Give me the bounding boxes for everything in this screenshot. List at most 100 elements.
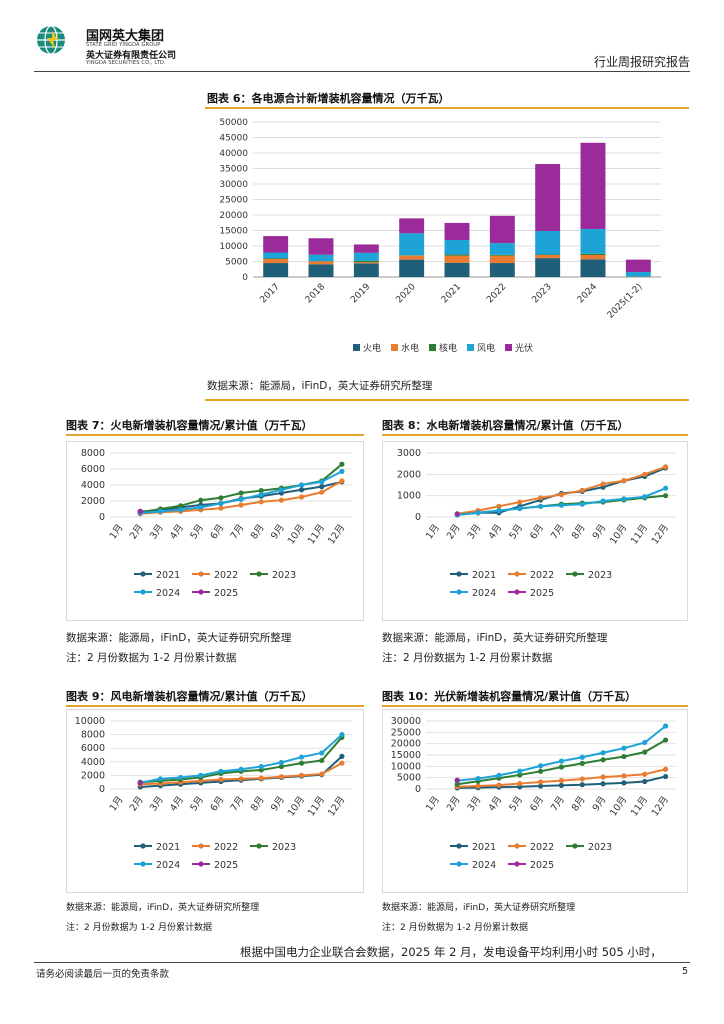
legend-marker-2022 — [198, 843, 204, 849]
point-2024 — [198, 772, 204, 778]
bar-水电-2017 — [263, 259, 289, 264]
legend-label: 2022 — [530, 570, 554, 581]
page-number: 5 — [681, 966, 688, 977]
point-2021 — [579, 782, 585, 788]
legend-label: 核电 — [439, 342, 457, 354]
point-2024 — [537, 763, 544, 769]
y-tick-label: 30000 — [219, 180, 248, 190]
point-2024 — [278, 487, 285, 493]
figure6-title: 图表 6：各电源合计新增装机容量情况（万千瓦） — [207, 92, 450, 105]
point-2023 — [558, 764, 565, 770]
point-2022 — [238, 776, 244, 782]
figure6-source: 数据来源：能源局，iFinD，英大证券研究所整理 — [207, 380, 433, 392]
bar-核电-2019 — [353, 260, 379, 263]
y-tick-label: 20000 — [391, 739, 421, 750]
point-2024 — [517, 768, 523, 774]
bar-光伏-2020 — [399, 218, 425, 234]
y-tick-label: 50000 — [219, 118, 248, 128]
point-2023 — [218, 495, 224, 501]
legend-label: 水电 — [401, 342, 419, 354]
legend-label: 2022 — [530, 842, 554, 853]
footer-disclaimer: 请务必阅读最后一页的免责条款 — [36, 969, 170, 980]
legend-label: 火电 — [363, 342, 381, 354]
point-2021 — [319, 484, 325, 490]
y-tick-label: 35000 — [219, 165, 248, 175]
point-2022 — [558, 778, 565, 784]
legend-marker-2024 — [456, 589, 462, 595]
bar-火电-2022 — [489, 263, 515, 277]
legend-marker-2021 — [140, 571, 146, 577]
bar-光伏-2023 — [535, 164, 561, 231]
point-2023 — [258, 488, 264, 494]
footer-rule — [34, 962, 690, 963]
legend-marker-2024 — [140, 861, 146, 867]
point-2024 — [198, 504, 204, 510]
y-tick-label: 6000 — [81, 464, 105, 475]
legend-label: 2022 — [214, 842, 238, 853]
y-tick-label: 4000 — [81, 757, 105, 768]
figure6-source-rule — [205, 399, 689, 401]
legend-label: 2024 — [156, 588, 180, 599]
point-2022 — [662, 464, 669, 470]
point-2024 — [662, 723, 669, 729]
bar-光伏-2019 — [353, 244, 379, 253]
figure10-title: 图表 10：光伏新增装机容量情况/累计值（万千瓦） — [382, 690, 637, 703]
point-2021 — [558, 782, 565, 788]
legend-marker-2021 — [456, 843, 462, 849]
point-2025 — [454, 511, 460, 517]
point-2024 — [600, 498, 606, 504]
legend-label: 2024 — [472, 588, 496, 599]
figure9-title: 图表 9：风电新增装机容量情况/累计值（万千瓦） — [66, 690, 313, 703]
bar-风电-2019 — [353, 252, 379, 261]
point-2022 — [298, 494, 305, 500]
point-2021 — [600, 781, 606, 787]
point-2024 — [621, 496, 627, 502]
y-tick-label: 8000 — [81, 448, 105, 459]
legend-marker-2023 — [256, 571, 262, 577]
point-2022 — [496, 503, 502, 509]
bar-火电-2017 — [263, 263, 289, 277]
y-tick-label: 5000 — [225, 258, 248, 268]
point-2023 — [579, 760, 585, 766]
bar-水电-2021 — [444, 255, 470, 263]
legend-label: 2023 — [588, 842, 612, 853]
point-2024 — [579, 501, 585, 507]
legend-label: 2021 — [156, 842, 180, 853]
legend-swatch-风电 — [467, 344, 474, 351]
legend-marker-2022 — [198, 571, 204, 577]
chart-frame — [66, 709, 364, 893]
point-2023 — [642, 749, 648, 755]
y-tick-label: 8000 — [81, 730, 105, 741]
legend-label: 2023 — [272, 570, 296, 581]
point-2022 — [218, 505, 224, 511]
figure8-note: 注：2 月份数据为 1-2 月份累计数据 — [382, 652, 553, 664]
company-english-name: YINGDA SECURITIES CO., LTD. — [86, 60, 166, 66]
point-2024 — [177, 774, 184, 781]
legend-marker-2021 — [456, 571, 462, 577]
point-2024 — [238, 496, 244, 502]
legend-swatch-火电 — [353, 344, 360, 351]
bar-核电-2024 — [580, 253, 606, 255]
point-2022 — [258, 775, 264, 781]
body-paragraph: 根据中国电力企业联合会数据，2025 年 2 月，发电设备平均利用小时 505 … — [240, 945, 662, 959]
point-2022 — [537, 495, 544, 501]
chart-frame — [382, 441, 688, 621]
legend-marker-2021 — [140, 843, 146, 849]
point-2022 — [621, 478, 627, 484]
point-2022 — [298, 772, 305, 778]
logo-english-name: STATE GRID YINGDA GROUP — [86, 42, 161, 48]
y-tick-label: 0 — [415, 512, 421, 523]
y-tick-label: 0 — [99, 512, 105, 523]
point-2024 — [218, 500, 224, 506]
legend-label: 2025 — [214, 588, 238, 599]
y-tick-label: 25000 — [219, 196, 248, 206]
legend-marker-2025 — [198, 861, 204, 867]
point-2024 — [558, 502, 565, 508]
y-tick-label: 5000 — [397, 773, 421, 784]
point-2023 — [198, 497, 204, 503]
x-tick-label: 2018 — [304, 282, 327, 305]
point-2022 — [319, 489, 325, 495]
bar-风电-2024 — [580, 228, 606, 254]
